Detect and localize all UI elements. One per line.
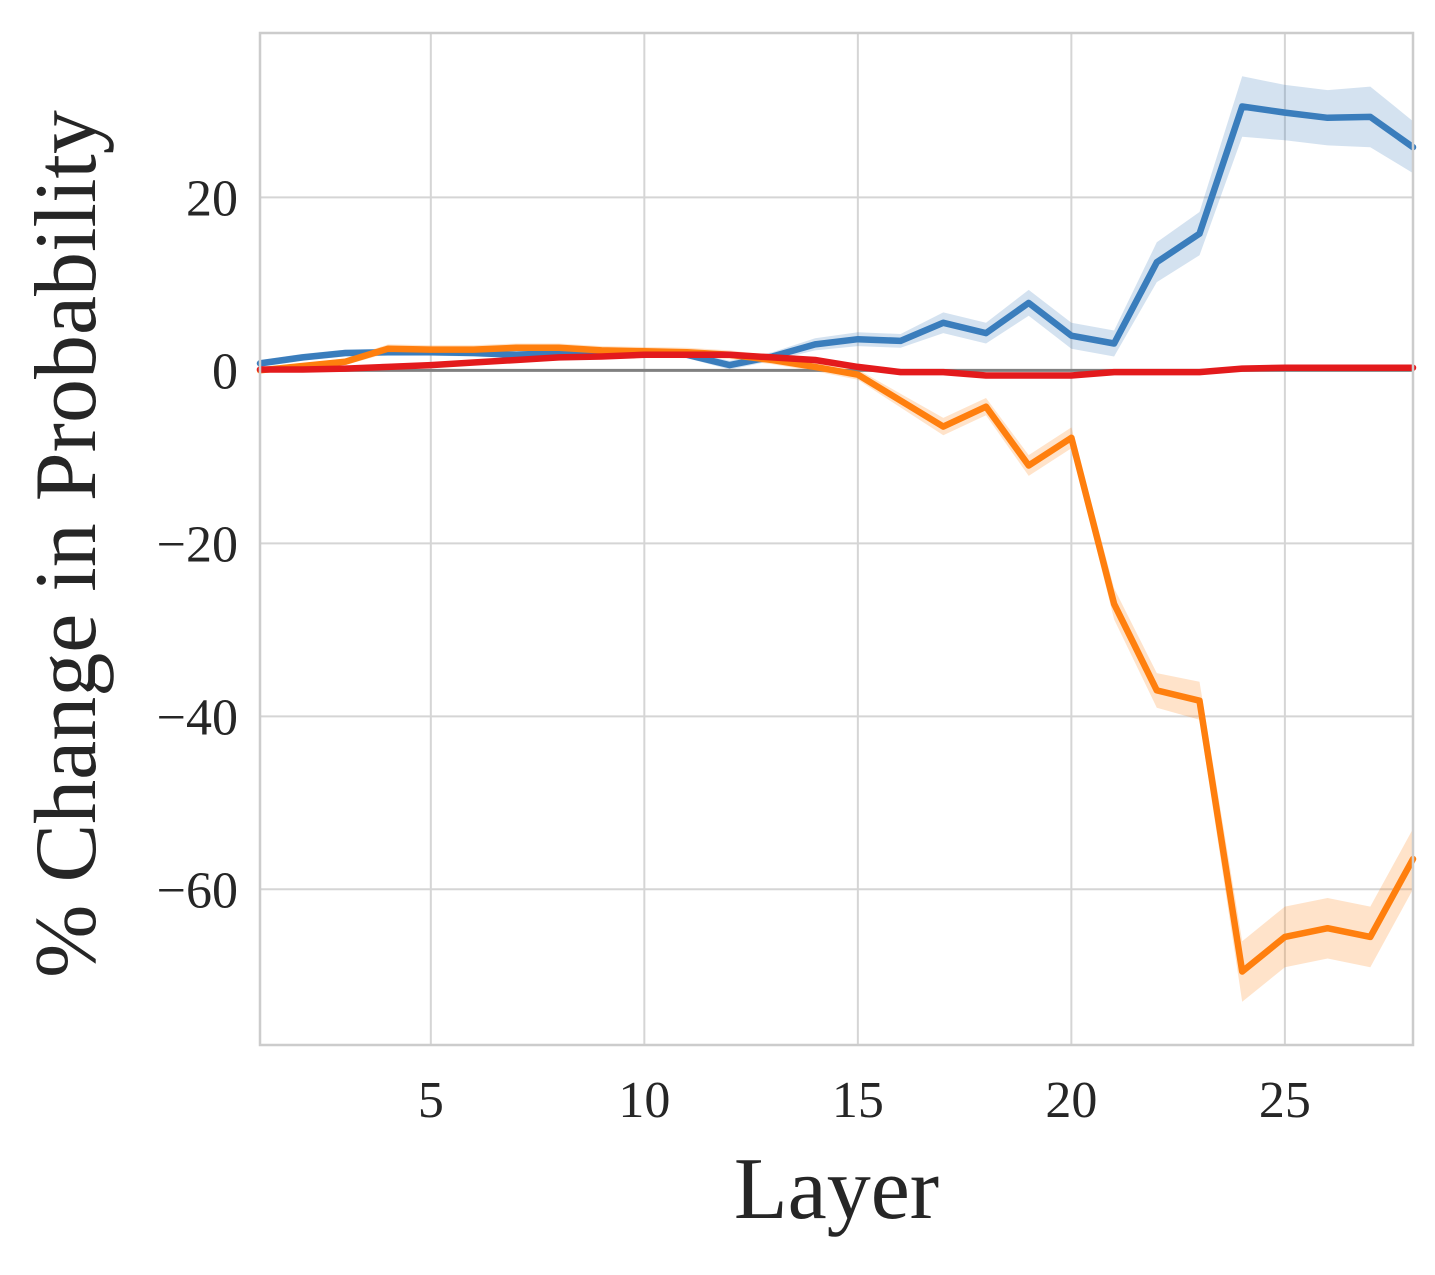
series-line-2 — [256, 344, 1417, 975]
series-line-1 — [256, 103, 1417, 369]
y-tick-label: −40 — [157, 689, 238, 746]
y-tick-label: 0 — [212, 343, 238, 400]
x-axis-label: Layer — [734, 1141, 939, 1238]
confidence-band-2 — [260, 343, 1413, 1002]
x-tick-label: 10 — [618, 1072, 670, 1129]
y-tick-label: −60 — [157, 862, 238, 919]
y-tick-label: −20 — [157, 516, 238, 573]
plot-frame — [258, 31, 1415, 1047]
series-line-3 — [256, 351, 1417, 379]
x-tick-label: 20 — [1045, 1072, 1097, 1129]
y-tick-label: 20 — [186, 170, 238, 227]
series-lines — [256, 103, 1417, 975]
confidence-bands — [260, 76, 1413, 1002]
x-tick-label: 15 — [832, 1072, 884, 1129]
x-tick-labels: 5 10 15 20 25 — [418, 1072, 1311, 1129]
x-tick-label: 5 — [418, 1072, 444, 1129]
gridlines — [260, 33, 1413, 1045]
x-tick-label: 25 — [1259, 1072, 1311, 1129]
y-axis-label: % Change in Probability — [18, 110, 115, 978]
confidence-band-1 — [260, 76, 1413, 370]
y-tick-labels: −60 −40 −20 0 20 — [157, 170, 238, 919]
